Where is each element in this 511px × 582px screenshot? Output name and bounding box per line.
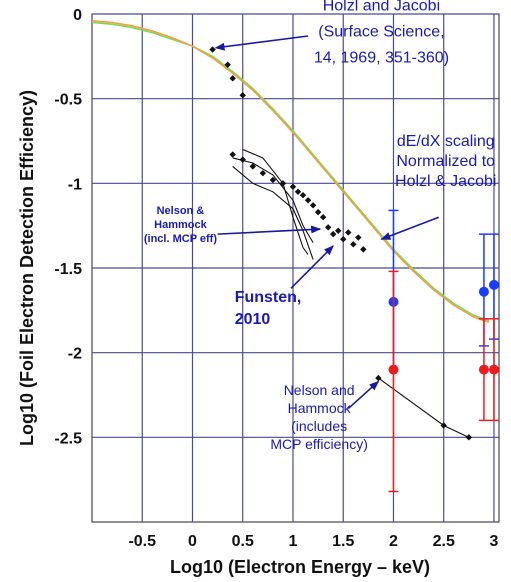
annotation-arrow (290, 245, 334, 289)
annotation-line: Nelson and (284, 382, 355, 398)
y-tick-label: 0 (73, 7, 82, 24)
data-point (340, 236, 347, 243)
series-line (91, 21, 490, 322)
data-point (229, 75, 236, 82)
annotation-arrow (347, 380, 380, 410)
data-point (329, 230, 337, 238)
series-line (232, 157, 314, 243)
x-tick-label: 3 (490, 533, 499, 550)
data-point (465, 434, 473, 441)
data-point (224, 61, 231, 68)
annotation-arrow (214, 35, 309, 51)
series-layer (91, 19, 499, 493)
data-point (314, 208, 322, 216)
annotation-line: Nelson & (157, 205, 205, 217)
data-point (345, 229, 352, 236)
y-tick-labels: 0 -0.5 -1 -1.5 -2 -2.5 (54, 7, 82, 447)
error-point (388, 364, 399, 375)
series-line (91, 19, 490, 323)
data-point (259, 169, 267, 177)
data-point (319, 214, 327, 221)
data-point (239, 92, 246, 99)
data-point (304, 197, 312, 204)
x-tick-label: 1 (289, 533, 298, 550)
data-point (375, 374, 382, 382)
data-point (335, 227, 342, 234)
annotation-line: (includes (291, 418, 347, 434)
annotations-layer: Holzl and Jacobi (Surface Science, 14, 196… (144, 0, 497, 452)
series-line (232, 165, 314, 260)
error-point (478, 286, 489, 297)
x-tick-label: 1.5 (332, 533, 354, 550)
error-point (478, 364, 489, 375)
data-point (360, 246, 367, 253)
y-tick-label: -0.5 (54, 92, 82, 109)
annotation-line: Funsten, (235, 289, 302, 306)
y-tick-label: -2 (68, 346, 82, 363)
annotation-line: Holzl and Jacobi (323, 0, 440, 15)
series-line (242, 148, 309, 255)
annotation-text: Nelson and Hammock (includes MCP efficiency… (270, 382, 368, 452)
data-point (294, 188, 302, 195)
annotation-text: Holzl and Jacobi (Surface Science, 14, 196… (314, 0, 449, 67)
x-axis-title: Log10 (Electron Energy – keV) (170, 557, 430, 577)
annotation-line: 2010 (235, 311, 271, 328)
x-tick-label: 2.5 (433, 533, 455, 550)
data-point (299, 191, 307, 199)
data-point (309, 202, 317, 209)
x-tick-labels: -0.5 0 0.5 1 1.5 2 2.5 3 (128, 533, 498, 550)
error-point (488, 279, 499, 290)
annotation-text: Funsten, 2010 (235, 289, 302, 328)
data-point (324, 224, 332, 231)
y-tick-label: -1.5 (54, 261, 82, 278)
x-tick-label: -0.5 (128, 533, 156, 550)
data-point (229, 151, 236, 158)
annotation-line: (Surface Science, (318, 24, 444, 41)
annotation-line: Holzl & Jacobi (395, 173, 496, 190)
annotation-line: (incl. MCP eff) (144, 233, 217, 245)
y-axis-title: Log10 (Foil Electron Detection Efficienc… (17, 90, 37, 446)
error-point (488, 364, 499, 375)
data-point (350, 241, 357, 248)
data-point (289, 183, 297, 190)
annotation-line: Normalized to (396, 153, 495, 170)
data-point (269, 176, 277, 184)
annotation-arrow (380, 216, 439, 240)
data-point (355, 234, 362, 241)
annotation-text: dE/dX scaling Normalized to Holzl & Jacobi (395, 133, 496, 190)
annotation-line: 14, 1969, 351-360) (314, 50, 449, 67)
x-tick-label: 0.5 (232, 533, 254, 550)
annotation-line: MCP efficiency) (270, 436, 368, 452)
x-tick-label: 2 (389, 533, 398, 550)
data-point (440, 422, 447, 429)
y-tick-label: -2.5 (54, 430, 82, 447)
annotation-text: Nelson & Hammock (incl. MCP eff) (144, 205, 217, 245)
x-tick-label: 0 (188, 533, 197, 550)
data-point (249, 163, 256, 170)
y-tick-label: -1 (68, 176, 82, 193)
annotation-arrow (217, 225, 322, 235)
annotation-line: dE/dX scaling (397, 133, 495, 150)
annotation-line: Hammock (288, 400, 352, 416)
annotation-line: Hammock (154, 219, 207, 231)
data-point (209, 46, 216, 53)
